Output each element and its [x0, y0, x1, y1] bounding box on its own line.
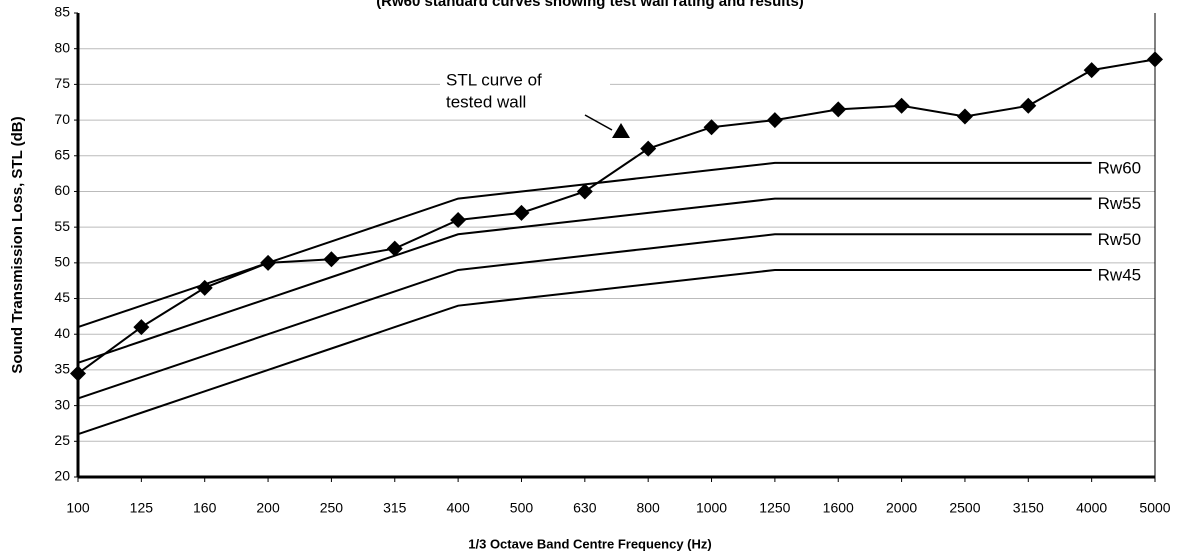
data-point: [1020, 97, 1037, 114]
y-tick-label: 70: [54, 111, 70, 127]
annotation-bg: [440, 92, 610, 114]
x-tick-label: 4000: [1076, 500, 1107, 516]
data-point: [830, 101, 847, 118]
data-point: [1083, 62, 1100, 79]
data-point: [513, 204, 530, 221]
x-tick-label: 1250: [759, 500, 790, 516]
data-point: [323, 251, 340, 268]
data-point: [133, 319, 150, 336]
chart-title: (Rw60 standard curves showing test wall …: [376, 0, 804, 10]
x-tick-label: 2000: [886, 500, 917, 516]
y-tick-label: 50: [54, 254, 70, 270]
series-label: Rw45: [1098, 265, 1141, 284]
y-tick-label: 55: [54, 218, 70, 234]
annotation-arrow: [584, 114, 613, 131]
data-point: [450, 212, 467, 229]
y-tick-label: 75: [54, 75, 70, 91]
annotation: tested wall: [446, 92, 526, 111]
y-tick-label: 35: [54, 361, 70, 377]
data-point: [703, 119, 720, 136]
annotation: STL curve of: [446, 70, 542, 89]
series-line: [77, 233, 1092, 400]
x-tick-label: 5000: [1139, 500, 1170, 516]
data-point: [386, 240, 403, 257]
y-tick-label: 60: [54, 182, 70, 198]
data-point: [766, 112, 783, 129]
x-axis-title: 1/3 Octave Band Centre Frequency (Hz): [468, 536, 711, 551]
y-tick-label: 85: [54, 4, 70, 20]
series-line: [77, 161, 1092, 329]
y-tick-label: 20: [54, 468, 70, 484]
series-line: [77, 197, 1092, 364]
x-tick-label: 160: [193, 500, 217, 516]
annotation-bg: [440, 70, 610, 92]
y-axis-title: Sound Transmission Loss, STL (dB): [9, 116, 26, 373]
data-point: [1147, 51, 1163, 68]
annotation-arrowhead: [612, 123, 630, 138]
x-tick-label: 315: [383, 500, 407, 516]
data-point: [640, 140, 657, 157]
y-tick-label: 80: [54, 39, 70, 55]
x-tick-label: 800: [636, 500, 660, 516]
x-tick-label: 250: [320, 500, 344, 516]
y-tick-label: 40: [54, 325, 70, 341]
x-tick-label: 1000: [696, 500, 727, 516]
x-tick-label: 3150: [1013, 500, 1044, 516]
data-point: [70, 365, 86, 382]
x-tick-label: 2500: [949, 500, 980, 516]
y-tick-label: 45: [54, 289, 70, 305]
x-tick-label: 630: [573, 500, 597, 516]
x-tick-label: 1600: [823, 500, 854, 516]
x-tick-label: 500: [510, 500, 534, 516]
series-label: Rw50: [1098, 230, 1141, 249]
series-label: Rw55: [1098, 194, 1141, 213]
x-tick-label: 125: [130, 500, 154, 516]
series-label: Rw60: [1098, 158, 1141, 177]
data-point: [576, 183, 593, 200]
x-tick-label: 100: [66, 500, 90, 516]
y-tick-label: 25: [54, 432, 70, 448]
data-point: [893, 97, 910, 114]
series-line: [77, 268, 1092, 436]
data-point: [956, 108, 973, 125]
y-tick-label: 65: [54, 146, 70, 162]
x-tick-label: 400: [446, 500, 470, 516]
x-tick-label: 200: [256, 500, 280, 516]
y-tick-label: 30: [54, 396, 70, 412]
